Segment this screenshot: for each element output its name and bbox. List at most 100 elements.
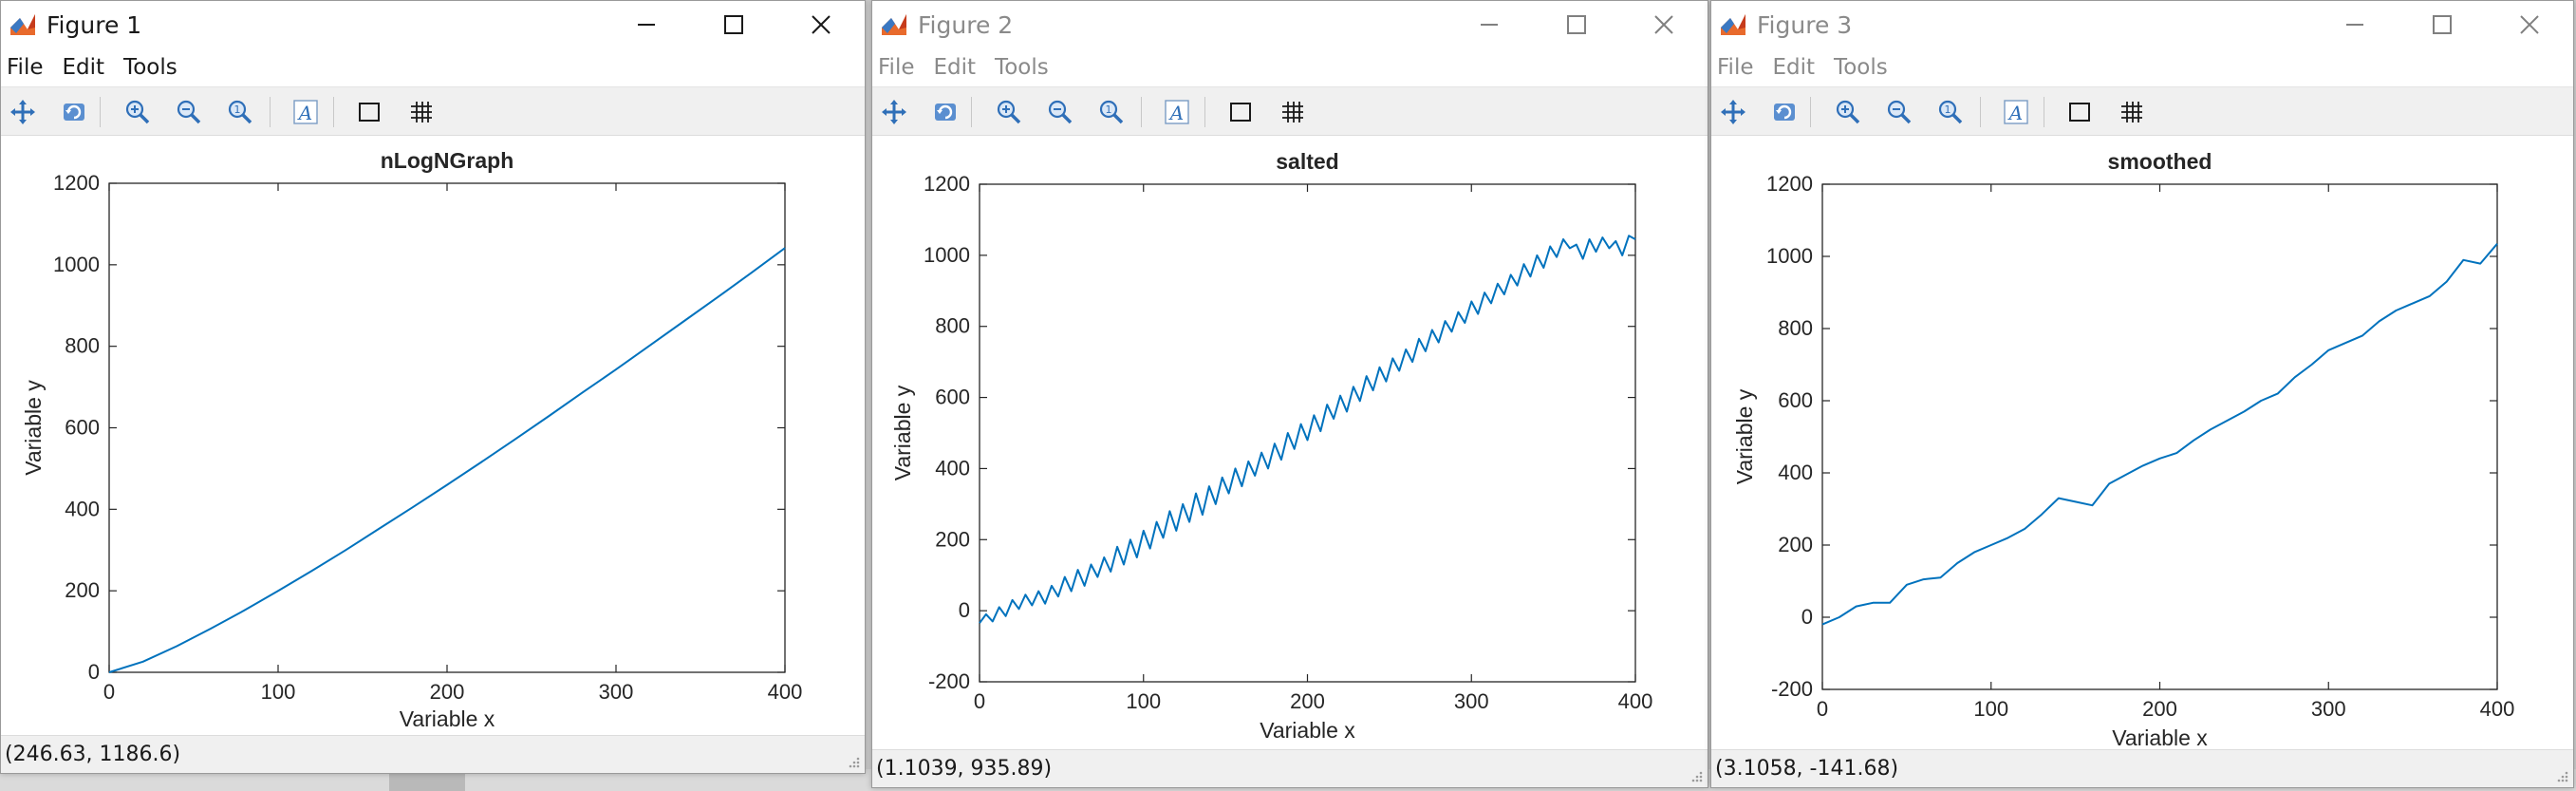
- menu-file[interactable]: File: [1717, 55, 1754, 80]
- minimize-icon: [1481, 24, 1498, 26]
- close-button[interactable]: [777, 1, 865, 48]
- rotate-icon: [64, 104, 84, 121]
- window-controls: [1446, 1, 1708, 48]
- zoom-out-button[interactable]: [1043, 95, 1077, 129]
- box-button[interactable]: [1223, 95, 1258, 129]
- rotate-button[interactable]: [57, 95, 91, 129]
- window-title: Figure 2: [918, 10, 1014, 39]
- pan-button[interactable]: [1716, 95, 1750, 129]
- close-button[interactable]: [1620, 1, 1708, 48]
- zoom-in-button[interactable]: [1831, 95, 1865, 129]
- zoom-out-button[interactable]: [172, 95, 206, 129]
- grid-icon: [2121, 102, 2142, 122]
- box-icon: [2069, 103, 2090, 122]
- grid-button[interactable]: [404, 95, 439, 129]
- text-icon: A: [1165, 100, 1189, 124]
- rotate-button[interactable]: [928, 95, 962, 129]
- y-tick-label: 400: [65, 497, 100, 520]
- grid-button[interactable]: [1276, 95, 1310, 129]
- minimize-button[interactable]: [603, 1, 690, 48]
- menu-edit[interactable]: Edit: [62, 55, 105, 80]
- menu-tools[interactable]: Tools: [123, 55, 177, 80]
- y-tick-label: 0: [88, 660, 100, 684]
- y-tick-label: 0: [959, 598, 970, 622]
- zoom-reset-button[interactable]: 1: [1094, 95, 1129, 129]
- title-bar[interactable]: Figure 1: [1, 1, 865, 48]
- resize-grip-icon[interactable]: [1690, 770, 1704, 783]
- menu-tools[interactable]: Tools: [995, 55, 1049, 80]
- zoom-reset-icon: 1: [1099, 100, 1124, 124]
- maximize-button[interactable]: [1533, 1, 1620, 48]
- x-axis-label: Variable x: [1260, 718, 1355, 743]
- toolbar-separator: [1810, 97, 1811, 127]
- y-tick-label: 1000: [1766, 244, 1813, 268]
- y-tick-label: 1000: [924, 243, 970, 267]
- chart-svg[interactable]: 0 100 200 300 400-200020040060080010001200sm…: [1711, 136, 2574, 751]
- pan-icon: [882, 100, 906, 124]
- matlab-app-icon: [882, 14, 906, 35]
- chart-svg[interactable]: 0 100 200 300 400 0 200 400 600 800 1000 1200 nLogNG…: [1, 136, 866, 737]
- title-bar[interactable]: Figure 3: [1711, 1, 2573, 48]
- menu-file[interactable]: File: [878, 55, 915, 80]
- maximize-icon: [1567, 15, 1586, 34]
- menu-file[interactable]: File: [7, 55, 44, 80]
- maximize-button[interactable]: [2399, 1, 2486, 48]
- zoom-in-button[interactable]: [992, 95, 1026, 129]
- box-button[interactable]: [2063, 95, 2097, 129]
- y-tick-label: 200: [935, 527, 970, 551]
- maximize-button[interactable]: [690, 1, 777, 48]
- rotate-button[interactable]: [1767, 95, 1801, 129]
- text-button[interactable]: A: [289, 95, 323, 129]
- resize-grip-icon[interactable]: [848, 756, 861, 769]
- grid-button[interactable]: [2115, 95, 2149, 129]
- zoom-out-button[interactable]: [1882, 95, 1916, 129]
- chart-title: nLogNGraph: [381, 148, 514, 173]
- title-bar[interactable]: Figure 2: [872, 1, 1708, 48]
- plot-area[interactable]: 0 100 200 300 400 0 200 400 600 800 1000 1200 nLogNG…: [1, 136, 865, 735]
- x-tick-label: 400: [768, 680, 803, 704]
- cursor-coordinates: (1.1039, 935.89): [876, 757, 1053, 781]
- y-axis-label: Variable y: [21, 380, 46, 476]
- plot-area[interactable]: 0 100 200 300 400 -200 0 200 400 600 800 1000 1200 sa…: [872, 136, 1708, 749]
- y-tick-label: 800: [65, 334, 100, 358]
- window-controls: [2311, 1, 2573, 48]
- zoom-out-icon: [1887, 100, 1912, 124]
- zoom-in-icon: [997, 100, 1021, 124]
- chart-title: smoothed: [2108, 149, 2212, 174]
- y-tick-label: 400: [1778, 461, 1813, 484]
- plot-area[interactable]: 0 100 200 300 400 -200 0 200 400 600 800 1000 1200 sm…: [1711, 136, 2574, 751]
- zoom-reset-button[interactable]: 1: [1933, 95, 1968, 129]
- x-tick-label: 100: [261, 680, 296, 704]
- zoom-reset-button[interactable]: 1: [223, 95, 257, 129]
- window-title: Figure 3: [1757, 10, 1853, 39]
- minimize-button[interactable]: [2311, 1, 2399, 48]
- status-bar: (3.1058, -141.68): [1711, 749, 2573, 787]
- close-button[interactable]: [2486, 1, 2573, 48]
- x-tick-label: 200: [2142, 697, 2177, 721]
- series-line: [1821, 243, 2498, 626]
- toolbar-separator: [1141, 97, 1142, 127]
- resize-grip-icon[interactable]: [2556, 770, 2569, 783]
- toolbar-separator: [100, 97, 101, 127]
- text-button[interactable]: A: [1999, 95, 2033, 129]
- axes-box: [1821, 183, 2498, 690]
- menu-edit[interactable]: Edit: [1772, 55, 1816, 80]
- box-button[interactable]: [352, 95, 386, 129]
- menu-tools[interactable]: Tools: [1834, 55, 1888, 80]
- y-tick-label: 1200: [53, 171, 100, 195]
- minimize-button[interactable]: [1446, 1, 1533, 48]
- zoom-in-button[interactable]: [121, 95, 155, 129]
- text-button[interactable]: A: [1160, 95, 1194, 129]
- pan-button[interactable]: [6, 95, 40, 129]
- chart-title: salted: [1276, 149, 1338, 174]
- x-tick-label: 100: [1973, 697, 2008, 721]
- pan-button[interactable]: [877, 95, 911, 129]
- chart-svg[interactable]: 0 100 200 300 400-200020040060080010001200sa…: [872, 136, 1708, 751]
- window-controls: [603, 1, 865, 48]
- menu-edit[interactable]: Edit: [933, 55, 977, 80]
- x-tick-label: 0: [974, 689, 985, 713]
